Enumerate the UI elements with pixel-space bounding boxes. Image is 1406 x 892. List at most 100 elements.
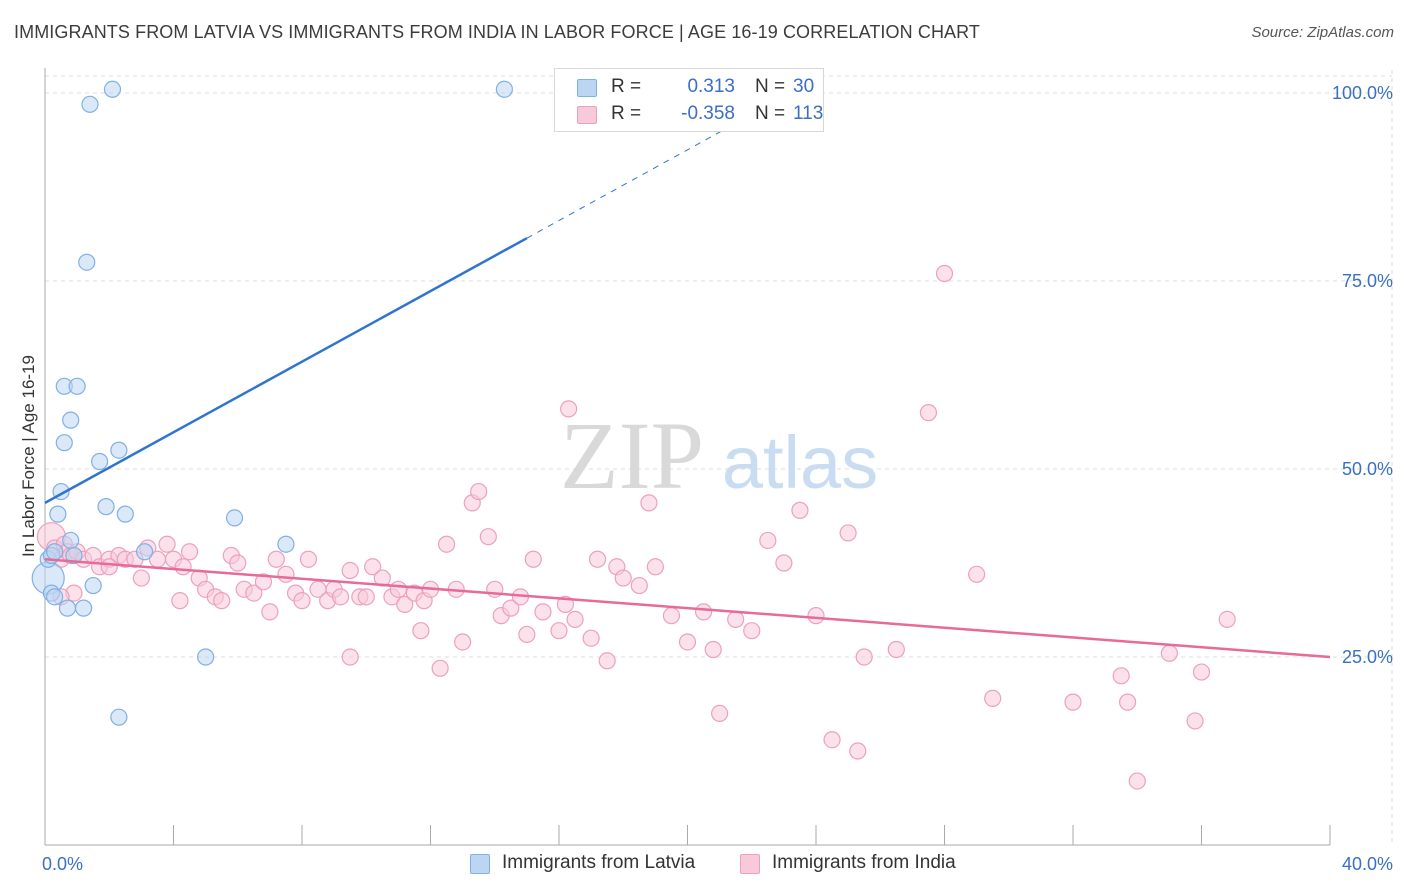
source-label: Source: ZipAtlas.com: [1251, 24, 1394, 41]
latvia-point: [103, 80, 122, 98]
india-point: [389, 580, 407, 598]
latvia-point: [197, 648, 215, 666]
india-point: [171, 592, 189, 610]
india-point: [566, 610, 584, 629]
bottom-legend-swatch-india: [740, 854, 760, 874]
india-point: [588, 550, 607, 568]
india-point: [213, 592, 231, 610]
india-point: [245, 584, 263, 602]
watermark-zip: ZIP: [560, 402, 704, 509]
legend-r-value-latvia: 0.313: [687, 76, 735, 97]
latvia-point: [78, 253, 96, 271]
india-point: [560, 400, 578, 418]
india-point: [470, 482, 488, 501]
bottom-legend-swatch-latvia: [470, 854, 490, 874]
india-point: [807, 607, 825, 625]
india-point: [364, 558, 382, 576]
chart-title: IMMIGRANTS FROM LATVIA VS IMMIGRANTS FRO…: [14, 22, 981, 42]
india-point: [662, 607, 681, 625]
legend-swatch-latvia: [577, 79, 597, 97]
india-point: [614, 569, 632, 587]
india-point: [524, 550, 542, 568]
axes: [44, 68, 1331, 846]
legend-r-label: R =: [611, 76, 642, 97]
trend-lines: [44, 96, 1331, 659]
india-point: [919, 404, 938, 422]
legend-r-value-india: -0.358: [681, 103, 735, 124]
latvia-point: [74, 599, 93, 617]
latvia-point: [81, 95, 99, 113]
y-axis-title: In Labor Force | Age 16-19: [19, 355, 38, 557]
y-tick-label: 100.0%: [1332, 83, 1393, 103]
india-point: [743, 622, 761, 640]
latvia-point: [65, 546, 83, 565]
india-point: [293, 592, 311, 610]
india-point: [341, 648, 359, 666]
india-point: [855, 648, 873, 666]
india-point: [935, 264, 954, 283]
india-point: [887, 640, 905, 659]
india-point: [174, 558, 192, 576]
india-point: [479, 528, 497, 546]
india-point: [1192, 663, 1211, 681]
india-point: [849, 742, 867, 760]
watermark-atlas: atlas: [722, 421, 878, 504]
india-point: [759, 531, 777, 550]
watermark: ZIP atlas: [560, 402, 878, 509]
india-point: [331, 588, 350, 606]
latvia-point: [91, 452, 109, 471]
india-point: [431, 659, 449, 677]
legend-n-value-latvia: 30: [793, 76, 815, 97]
india-point: [646, 558, 664, 576]
india-point: [341, 561, 359, 580]
x-tick-label-min: 0.0%: [42, 854, 83, 874]
india-point: [678, 633, 697, 651]
india-point: [823, 731, 841, 749]
india-point: [502, 599, 520, 617]
latvia-point: [495, 80, 513, 98]
india-point: [1119, 693, 1137, 711]
india-point: [299, 550, 318, 568]
india-point: [984, 689, 1002, 707]
latvia-point: [84, 576, 102, 595]
india-points: [36, 264, 1236, 790]
india-point: [1128, 772, 1146, 790]
india-point: [775, 554, 793, 572]
india-point: [132, 569, 150, 587]
india-point: [839, 524, 857, 542]
india-point: [158, 535, 176, 553]
latvia-points: [31, 80, 513, 726]
india-point: [100, 558, 118, 576]
y-tick-label: 75.0%: [1342, 271, 1393, 291]
y-tick-label: 50.0%: [1342, 459, 1393, 479]
legend-n-label: N =: [755, 76, 786, 97]
latvia-point: [46, 543, 64, 561]
legend-n-value-india: 113: [793, 103, 824, 124]
x-tick-label-max: 40.0%: [1342, 854, 1393, 874]
latvia-point: [46, 588, 64, 606]
india-point: [229, 554, 247, 572]
india-point: [630, 576, 648, 595]
latvia-point: [68, 377, 86, 395]
y-tick-label: 25.0%: [1342, 647, 1393, 667]
latvia-point: [135, 543, 154, 561]
latvia-point: [62, 411, 80, 429]
india-trend-line: [44, 558, 1331, 659]
latvia-point: [110, 708, 128, 726]
latvia-point: [97, 498, 115, 516]
india-point: [412, 622, 430, 640]
india-point: [1112, 667, 1130, 685]
gridlines: [45, 70, 1393, 845]
india-point: [550, 622, 568, 640]
latvia-point: [116, 505, 134, 523]
india-point: [534, 603, 552, 621]
india-point: [1186, 712, 1204, 730]
india-point: [437, 535, 456, 553]
latvia-point: [225, 509, 244, 527]
india-point: [582, 629, 600, 647]
latvia-point: [62, 531, 80, 550]
latvia-point: [277, 535, 295, 553]
india-point: [277, 565, 295, 583]
latvia-trend-line: [44, 237, 528, 504]
